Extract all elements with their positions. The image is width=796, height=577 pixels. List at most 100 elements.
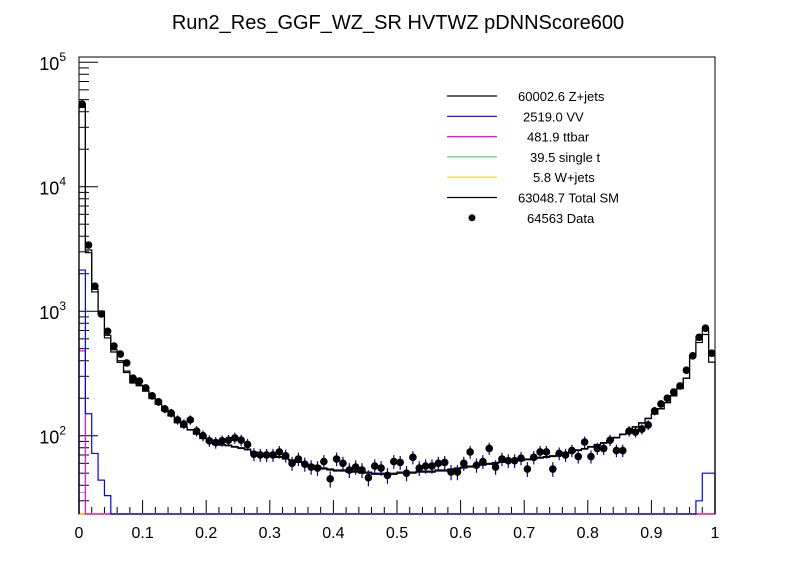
data-point xyxy=(682,366,691,374)
x-tick-label: 0 xyxy=(75,525,84,542)
data-point xyxy=(237,436,245,445)
data-point xyxy=(110,342,118,350)
data-point xyxy=(211,438,220,447)
data-point xyxy=(574,452,583,461)
data-point xyxy=(498,455,506,463)
legend: 60002.6 Z+jets 2519.0 VV 481.9 ttbar 39.5 s… xyxy=(447,89,619,226)
data-point xyxy=(396,458,404,467)
legend-label: 64563 Data xyxy=(527,211,595,226)
legend-label: 60002.6 Z+jets xyxy=(518,89,605,104)
data-point xyxy=(459,459,468,468)
data-point xyxy=(638,425,646,433)
data-point xyxy=(517,454,525,462)
data-point xyxy=(339,459,347,468)
x-tick-label: 0.3 xyxy=(259,525,281,542)
data-point xyxy=(383,471,392,480)
data-point xyxy=(364,473,373,482)
data-point xyxy=(402,469,411,477)
data-point xyxy=(129,374,137,382)
y-tick-label: 104 xyxy=(39,175,66,199)
data-point xyxy=(568,446,576,455)
data-point xyxy=(262,451,271,459)
data-point xyxy=(288,459,296,468)
data-point xyxy=(91,282,99,290)
data-point xyxy=(440,458,449,467)
legend-label: 39.5 single t xyxy=(530,150,600,165)
data-point xyxy=(186,416,195,424)
data-point xyxy=(561,451,570,459)
data-point xyxy=(510,456,519,465)
hist-ttbar xyxy=(78,350,715,515)
data-point xyxy=(415,464,424,472)
data-point xyxy=(555,449,563,458)
data-point xyxy=(103,327,112,336)
hist-vv xyxy=(78,269,716,515)
legend-label: 63048.7 Total SM xyxy=(518,191,619,206)
hist-z-jets xyxy=(78,106,716,514)
data-point xyxy=(631,428,640,436)
data-point xyxy=(224,436,233,445)
data-point xyxy=(313,464,322,472)
data-point xyxy=(428,462,436,470)
data-point xyxy=(256,451,265,459)
data-point xyxy=(529,453,538,462)
data-point xyxy=(688,352,697,360)
legend-marker-data xyxy=(468,214,476,222)
data-point xyxy=(472,461,481,469)
data-point xyxy=(173,416,182,424)
data-point xyxy=(358,466,366,474)
data-point xyxy=(618,446,627,455)
x-tick-label: 0.8 xyxy=(577,525,599,542)
chart-title: Run2_Res_GGF_WZ_SR HVTWZ pDNNScore600 xyxy=(172,12,624,34)
data-point xyxy=(250,450,258,459)
data-point xyxy=(593,444,602,453)
plot-frame xyxy=(78,56,716,515)
x-tick-label: 0.6 xyxy=(449,525,471,542)
data-point xyxy=(504,456,513,465)
data-point xyxy=(491,463,500,471)
x-tick-label: 0.5 xyxy=(386,525,408,542)
data-point xyxy=(148,392,156,400)
data-point xyxy=(332,455,341,463)
data-point xyxy=(466,448,474,456)
data-point xyxy=(161,405,169,413)
data-point xyxy=(479,457,487,466)
data-point xyxy=(307,463,315,471)
data-point xyxy=(320,457,328,466)
x-tick-label: 0.7 xyxy=(513,525,535,542)
data-point xyxy=(485,444,494,453)
data-point xyxy=(300,460,309,469)
y-tick-label: 105 xyxy=(39,50,66,74)
data-point xyxy=(625,427,633,435)
data-point xyxy=(281,451,290,460)
data-point xyxy=(542,448,551,456)
data-point xyxy=(370,462,379,470)
data-point xyxy=(708,349,716,357)
data-point xyxy=(523,465,532,473)
data-point xyxy=(78,100,86,108)
data-point xyxy=(116,350,125,358)
data-point xyxy=(243,440,252,449)
data-point xyxy=(192,427,201,435)
data-point xyxy=(122,359,131,367)
x-tick-label: 0.4 xyxy=(322,525,344,542)
legend-label: 2519.0 VV xyxy=(523,109,584,124)
data-point xyxy=(612,446,621,455)
data-point xyxy=(141,384,150,392)
data-point xyxy=(447,468,455,476)
data-point xyxy=(199,431,207,440)
data-point xyxy=(351,463,360,471)
data-point xyxy=(421,462,430,470)
data-point xyxy=(606,436,614,445)
data-point xyxy=(650,407,659,415)
data-point xyxy=(453,468,462,476)
data-point xyxy=(180,420,188,428)
data-point xyxy=(205,436,214,445)
data-point xyxy=(377,464,385,472)
data-point xyxy=(135,377,144,385)
data-point xyxy=(269,451,277,459)
x-tick-label: 0.1 xyxy=(131,525,153,542)
data-point xyxy=(231,434,239,442)
legend-label: 5.8 W+jets xyxy=(533,170,595,185)
